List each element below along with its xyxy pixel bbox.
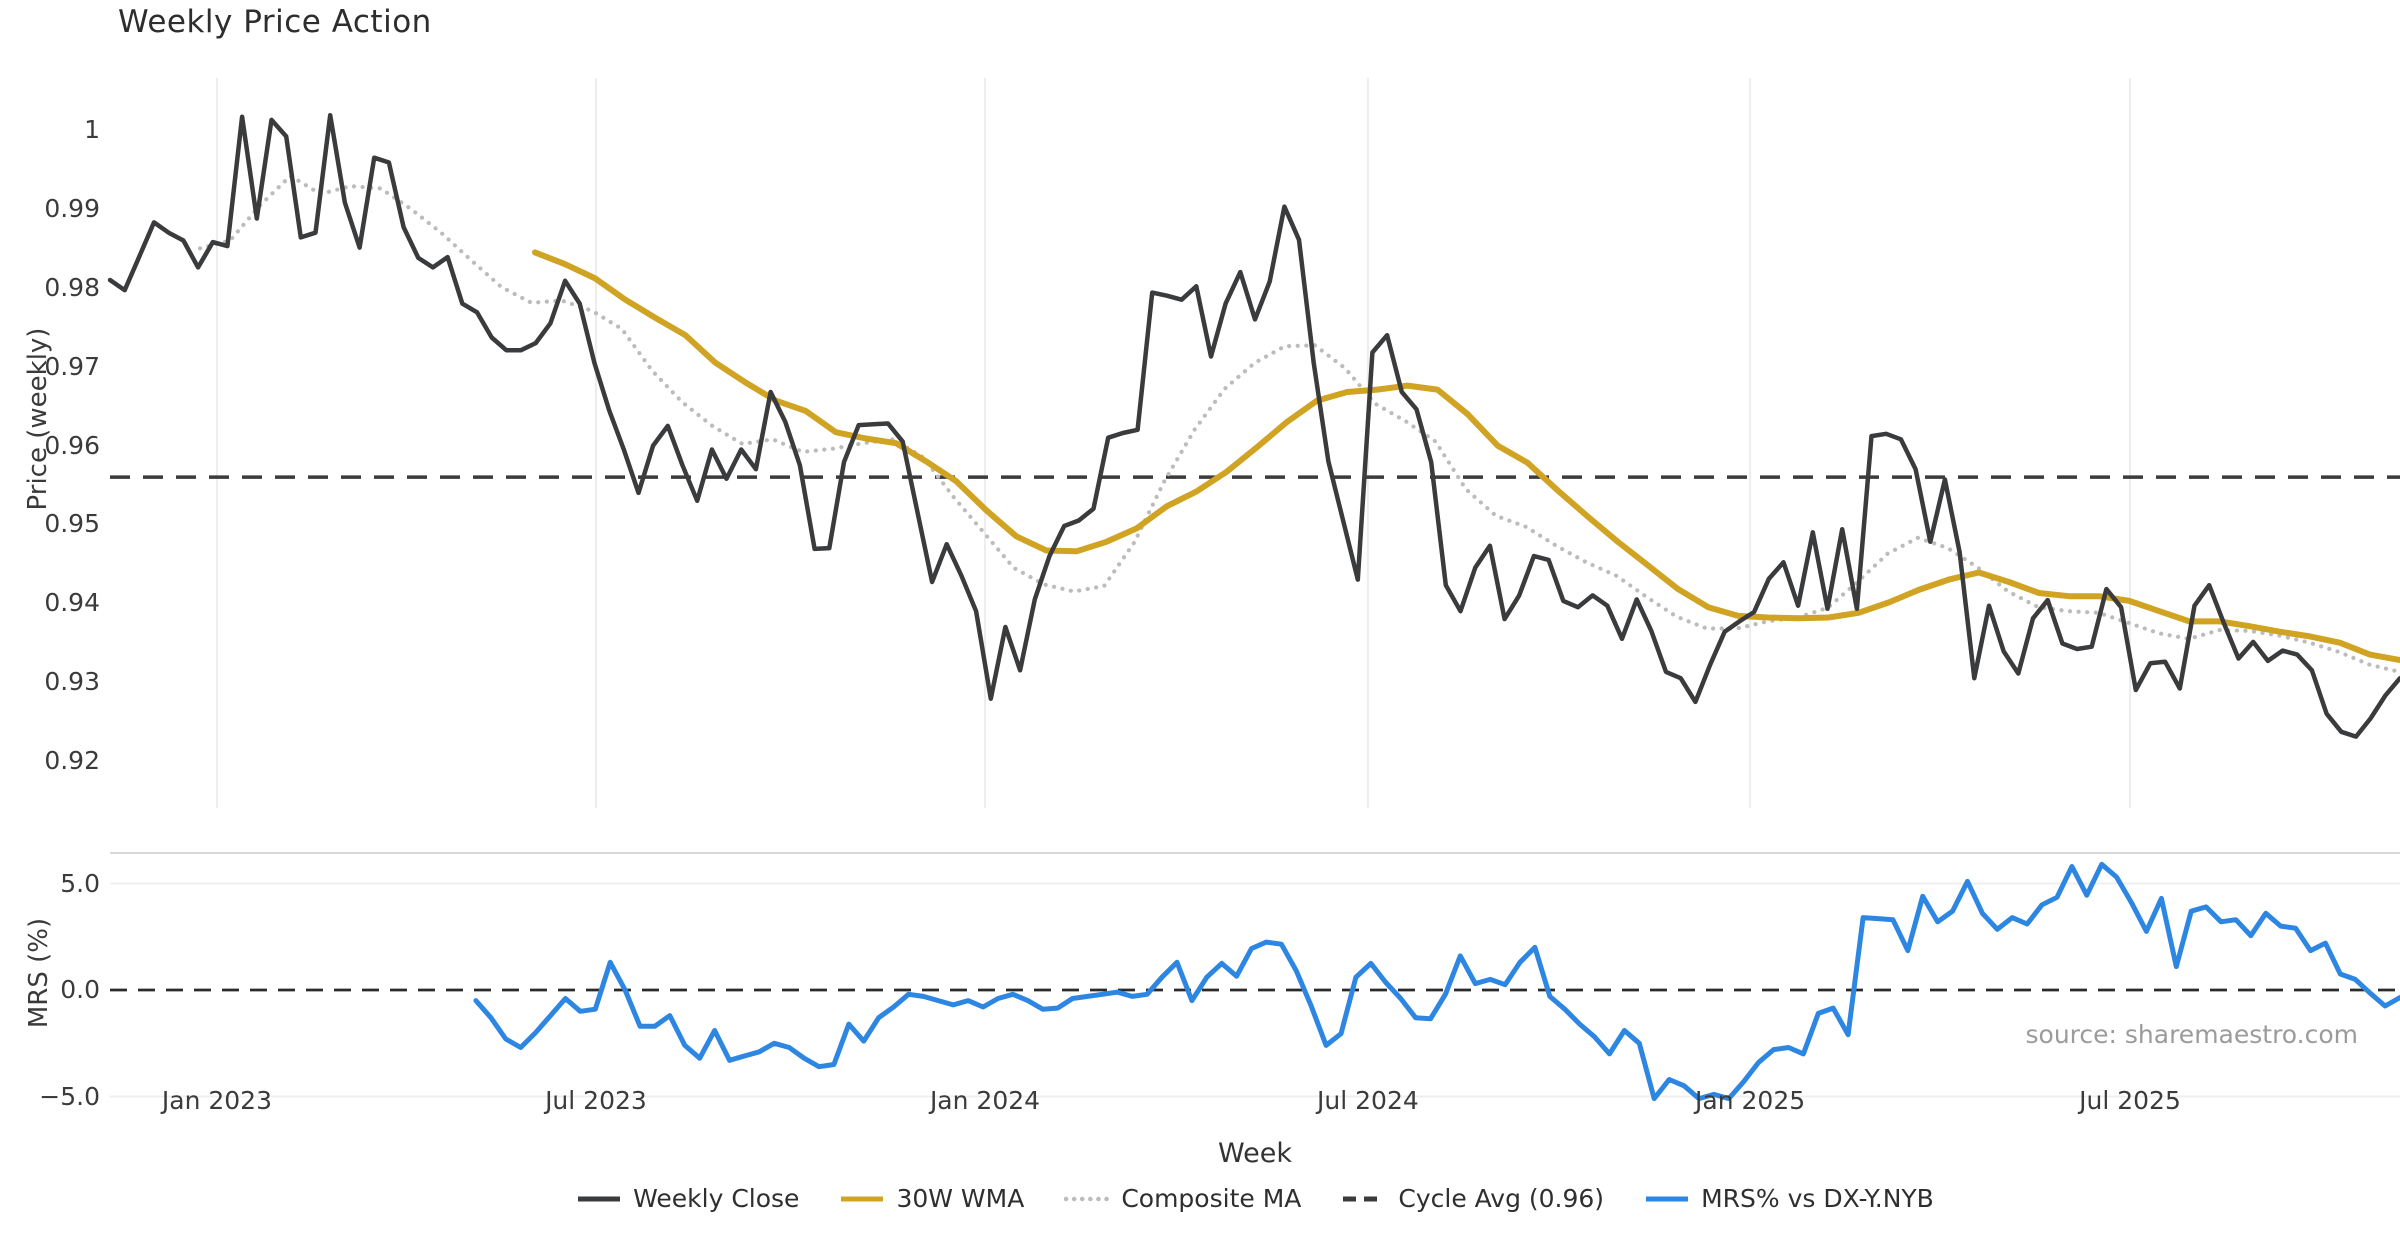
price-ytick-0.97: 0.97 (44, 351, 100, 381)
mrs-ytick-5.0: 5.0 (60, 868, 100, 898)
legend-item-weekly-close: Weekly Close (576, 1184, 799, 1213)
x-tick-jul-2025: Jul 2025 (2079, 1086, 2181, 1115)
x-tick-jul-2024: Jul 2024 (1317, 1086, 1419, 1115)
x-tick-jan-2024: Jan 2024 (929, 1086, 1041, 1115)
mrs-ytick-0.0: 0.0 (60, 975, 100, 1004)
price-ytick-0.98: 0.98 (44, 272, 100, 302)
series-30w-wma (532, 249, 2400, 664)
series-mrs-vs-dx-y-nyb (473, 861, 2400, 1102)
legend-label: MRS% vs DX-Y.NYB (1701, 1184, 1934, 1213)
legend-item-cycle-avg-0-96-: Cycle Avg (0.96) (1341, 1184, 1604, 1213)
legend-item-mrs-vs-dx-y-nyb: MRS% vs DX-Y.NYB (1644, 1184, 1934, 1213)
chart-title: Weekly Price Action (118, 4, 432, 40)
chart-legend: Weekly Close 30W WMA Composite MA Cycle Avg… (110, 1184, 2400, 1213)
legend-label: Composite MA (1121, 1184, 1302, 1213)
price-ytick-0.94: 0.94 (44, 588, 100, 618)
price-ytick-0.96: 0.96 (44, 430, 100, 460)
price-ytick-0.99: 0.99 (44, 194, 100, 223)
price-ytick-0.95: 0.95 (44, 509, 100, 539)
legend-swatch-dashed (1343, 1196, 1386, 1201)
legend-swatch-solid (841, 1196, 884, 1201)
legend-label: Cycle Avg (0.96) (1398, 1184, 1605, 1213)
source-attribution: source: sharemaestro.com (2025, 1020, 2359, 1049)
legend-item-composite-ma: Composite MA (1064, 1184, 1301, 1213)
x-tick-jul-2023: Jul 2023 (545, 1086, 647, 1115)
legend-swatch-solid (1646, 1196, 1689, 1201)
price-ytick-0.92: 0.92 (44, 746, 100, 776)
x-axis-label: Week (1218, 1138, 1292, 1169)
series-weekly-close (107, 112, 2400, 739)
price-ytick-0.93: 0.93 (44, 667, 100, 697)
legend-item-30w-wma: 30W WMA (839, 1184, 1024, 1213)
mrs-ytick-−5.0: −5.0 (39, 1081, 100, 1111)
legend-label: Weekly Close (633, 1184, 800, 1213)
legend-swatch-dotted (1064, 1196, 1111, 1201)
x-tick-jan-2023: Jan 2023 (161, 1086, 272, 1115)
x-tick-jan-2025: Jan 2025 (1695, 1086, 1806, 1115)
legend-label: 30W WMA (896, 1184, 1025, 1213)
legend-swatch-solid (578, 1196, 621, 1201)
price-ytick-1: 1 (84, 115, 100, 145)
